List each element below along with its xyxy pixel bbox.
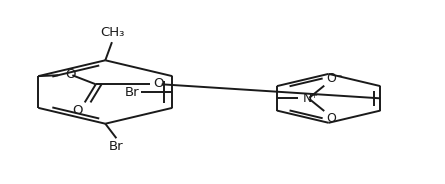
Text: O: O (65, 68, 75, 81)
Text: O: O (326, 112, 336, 125)
Text: O: O (153, 77, 163, 90)
Text: Br: Br (125, 86, 139, 98)
Text: Br: Br (109, 140, 124, 153)
Text: O⁻: O⁻ (326, 72, 343, 85)
Text: O: O (72, 104, 82, 117)
Text: N⁺: N⁺ (303, 92, 319, 105)
Text: CH₃: CH₃ (100, 26, 125, 39)
